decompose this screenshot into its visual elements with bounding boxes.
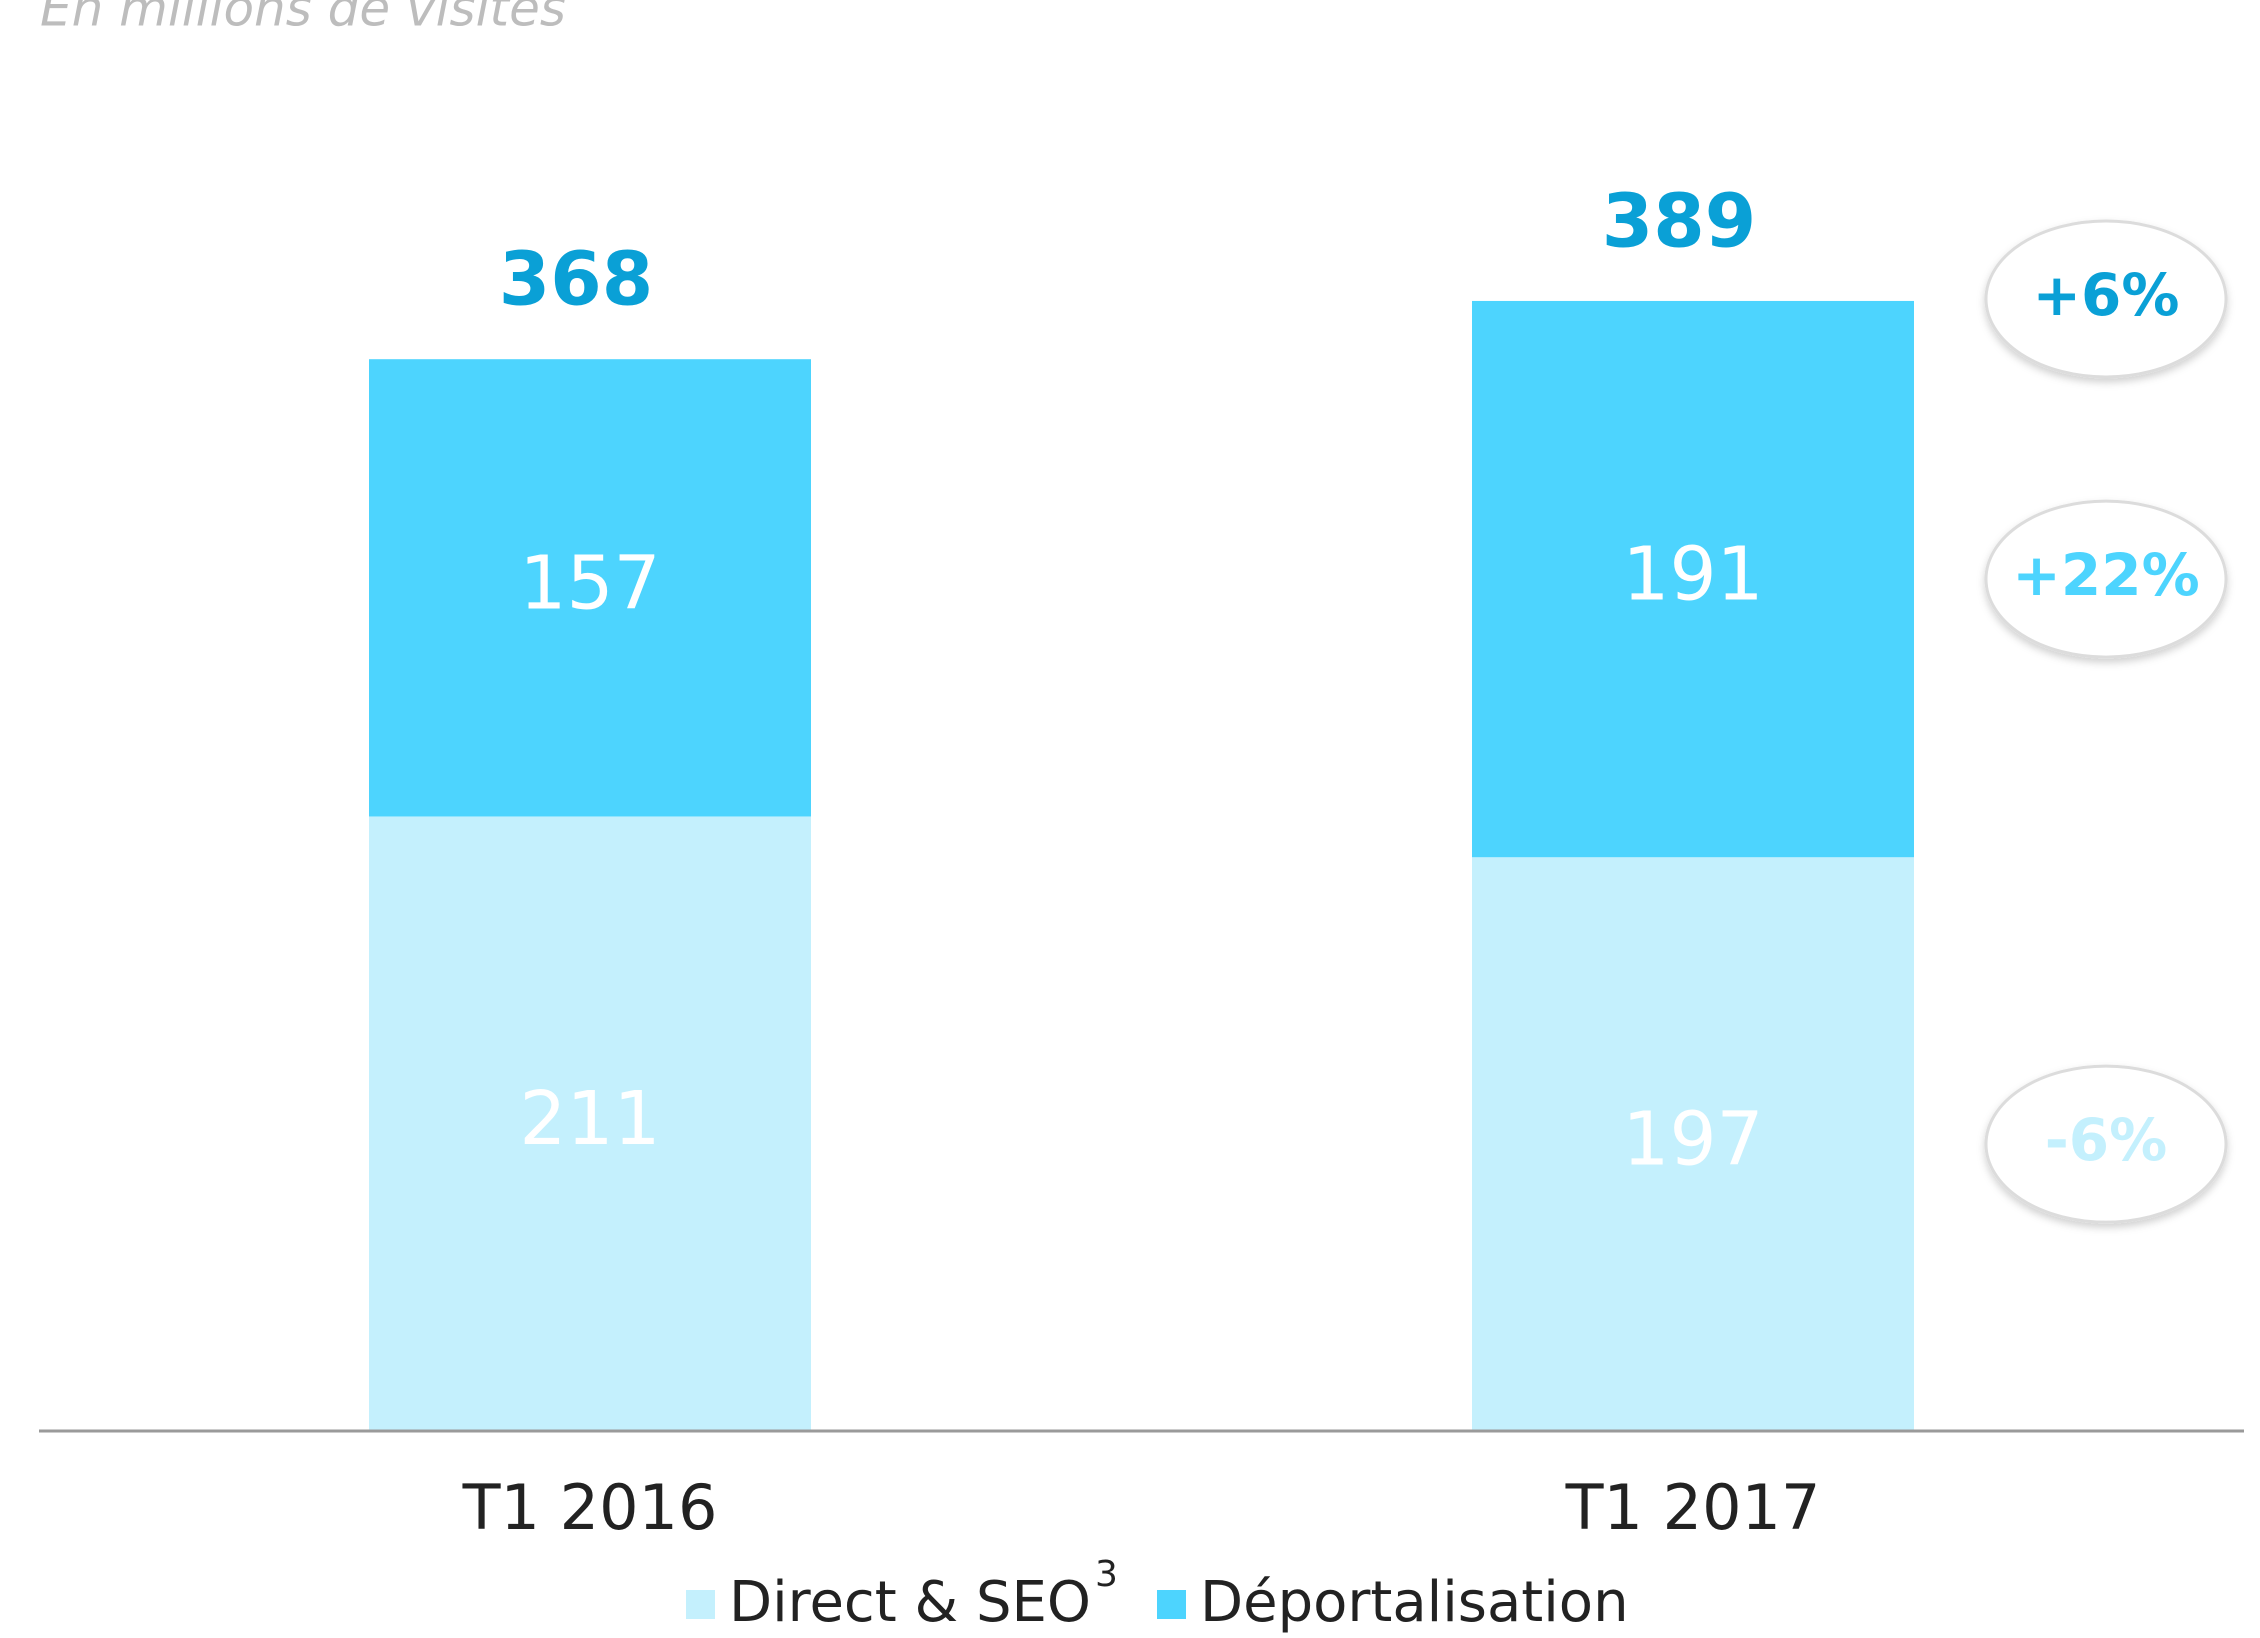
bar-segment: [1472, 300, 1914, 858]
bar-segment: [1472, 857, 1914, 1431]
growth-label: -6%: [2045, 1106, 2168, 1174]
legend-swatch: [1157, 1590, 1186, 1619]
growth-label: +22%: [2012, 541, 2199, 609]
segment-label: 157: [519, 540, 660, 626]
segment-label: 191: [1622, 532, 1763, 618]
subtitle: En millions de visites: [40, 0, 566, 38]
x-tick-label: T1 2016: [462, 1471, 718, 1544]
legend-swatch: [686, 1590, 715, 1619]
legend-name: Direct & SEO: [729, 1570, 1091, 1635]
total-label: 389: [1602, 178, 1756, 264]
bar-segment: [369, 816, 811, 1431]
legend-name: Déportalisation: [1200, 1570, 1629, 1635]
bar-segment: [369, 359, 811, 817]
growth-bubble: [1984, 1064, 2228, 1224]
legend-label: Direct & SEO 3: [729, 1554, 1118, 1635]
growth-bubble: [1984, 499, 2228, 659]
legend-label: Déportalisation: [1200, 1570, 1629, 1635]
x-tick-label: T1 2017: [1565, 1471, 1821, 1544]
growth-label: +6%: [2032, 261, 2179, 329]
segment-label: 211: [519, 1076, 660, 1162]
total-label: 368: [499, 237, 653, 323]
legend-footnote: 3: [1095, 1554, 1118, 1595]
segment-label: 197: [1622, 1097, 1763, 1183]
growth-bubble: [1984, 219, 2228, 379]
